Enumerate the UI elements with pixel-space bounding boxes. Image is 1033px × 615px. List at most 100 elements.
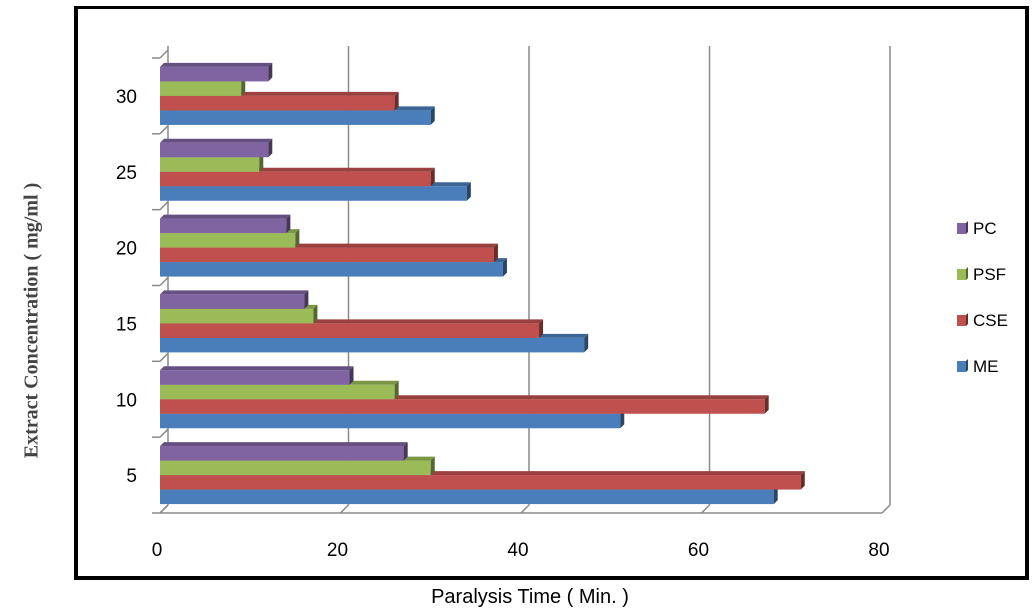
bar-front bbox=[160, 95, 395, 111]
bar-front bbox=[160, 81, 242, 96]
bar bbox=[160, 138, 273, 158]
bar-front bbox=[160, 370, 350, 385]
bar-front bbox=[160, 446, 404, 461]
legend-swatch-side bbox=[966, 313, 968, 326]
bars-layer bbox=[160, 62, 805, 505]
bar-side bbox=[493, 243, 498, 263]
bar-front bbox=[160, 142, 269, 158]
x-tick-label: 0 bbox=[152, 540, 163, 561]
legend-item: CSE bbox=[957, 311, 1008, 330]
bar-front bbox=[160, 157, 260, 172]
y-tick-depth bbox=[159, 504, 169, 514]
bar-front bbox=[160, 475, 801, 490]
legend-label: PC bbox=[973, 219, 997, 238]
x-tick-label: 80 bbox=[868, 540, 889, 561]
bar bbox=[160, 214, 291, 234]
bar-side bbox=[403, 442, 408, 461]
bar-front bbox=[160, 110, 431, 125]
bar bbox=[160, 366, 354, 385]
bar-side bbox=[466, 182, 471, 201]
y-tick-depth bbox=[159, 125, 169, 135]
bar-side bbox=[773, 485, 778, 505]
legend-swatch-side bbox=[966, 267, 968, 280]
bar-front bbox=[160, 66, 269, 82]
y-tick-label: 25 bbox=[116, 163, 137, 184]
legend-label: ME bbox=[973, 357, 999, 376]
floor-tick bbox=[520, 504, 530, 514]
bar-side bbox=[304, 290, 309, 309]
x-axis-title: Paralysis Time ( Min. ) bbox=[431, 586, 629, 608]
y-tick-label: 30 bbox=[116, 87, 137, 108]
legend-item: ME bbox=[957, 357, 999, 376]
bar-side bbox=[502, 258, 507, 277]
bar-side bbox=[764, 395, 769, 414]
bar-side bbox=[241, 77, 246, 96]
bar-front bbox=[160, 399, 765, 414]
bar-top bbox=[160, 290, 309, 295]
y-tick-label: 20 bbox=[116, 239, 137, 260]
bar-side bbox=[286, 214, 291, 234]
floor-tick bbox=[700, 504, 711, 514]
chart-frame bbox=[74, 6, 1029, 580]
bar-side bbox=[313, 304, 318, 324]
x-tick-label: 60 bbox=[688, 540, 709, 561]
bar-top bbox=[160, 366, 354, 371]
floor-tick bbox=[339, 504, 350, 514]
bar-top bbox=[160, 138, 273, 143]
legend-swatch bbox=[957, 223, 966, 234]
y-tick-label: 5 bbox=[126, 466, 137, 487]
bar-top bbox=[160, 442, 408, 447]
legend-swatch bbox=[957, 361, 966, 372]
y-tick-depth bbox=[159, 49, 169, 59]
bar bbox=[160, 62, 273, 82]
x-tick-label: 20 bbox=[327, 540, 348, 561]
bar-side bbox=[430, 106, 435, 125]
bar-front bbox=[160, 218, 287, 234]
bar-front bbox=[160, 262, 503, 277]
legend-swatch-side bbox=[966, 359, 968, 372]
legend-swatch bbox=[957, 269, 966, 280]
bar-front bbox=[160, 413, 621, 429]
legend: PC PSF CSE ME bbox=[957, 219, 1008, 376]
bar-front bbox=[160, 247, 494, 263]
bar bbox=[160, 290, 309, 309]
legend-label: PSF bbox=[973, 265, 1006, 284]
bar-side bbox=[394, 380, 399, 400]
legend-label: CSE bbox=[973, 311, 1008, 330]
bar-front bbox=[160, 460, 431, 476]
bar-side bbox=[620, 409, 625, 429]
legend-item: PC bbox=[957, 219, 997, 238]
bar-side bbox=[295, 229, 300, 248]
y-tick-depth bbox=[159, 352, 169, 362]
bar-front bbox=[160, 233, 296, 248]
y-tick-label: 10 bbox=[116, 390, 137, 411]
bar-side bbox=[430, 167, 435, 187]
bar-front bbox=[160, 294, 305, 309]
y-tick-depth bbox=[159, 428, 169, 438]
bar-side bbox=[430, 456, 435, 476]
ticks-layer: 0 20 40 60 80 5 10 15 20 25 30 bbox=[116, 87, 890, 561]
legend-swatch bbox=[957, 315, 966, 326]
bar-front bbox=[160, 384, 395, 400]
bar-side bbox=[268, 138, 273, 158]
bar-side bbox=[259, 153, 264, 172]
y-tick-label: 15 bbox=[116, 314, 137, 335]
bar-side bbox=[268, 62, 273, 82]
bar-front bbox=[160, 171, 431, 187]
bar-front bbox=[160, 337, 585, 353]
bar-front bbox=[160, 186, 467, 201]
bar-front bbox=[160, 308, 314, 324]
legend-item: PSF bbox=[957, 265, 1006, 284]
y-tick-depth bbox=[159, 276, 169, 287]
y-tick-depth bbox=[159, 201, 169, 211]
bar bbox=[160, 442, 408, 461]
bar-top bbox=[160, 214, 291, 219]
bar-front bbox=[160, 323, 540, 338]
bar-top bbox=[160, 62, 273, 67]
bar-side bbox=[349, 366, 354, 385]
legend-swatch-side bbox=[966, 221, 968, 234]
bar-side bbox=[394, 91, 399, 111]
bar-side bbox=[584, 333, 589, 353]
floor-tick bbox=[881, 504, 891, 514]
